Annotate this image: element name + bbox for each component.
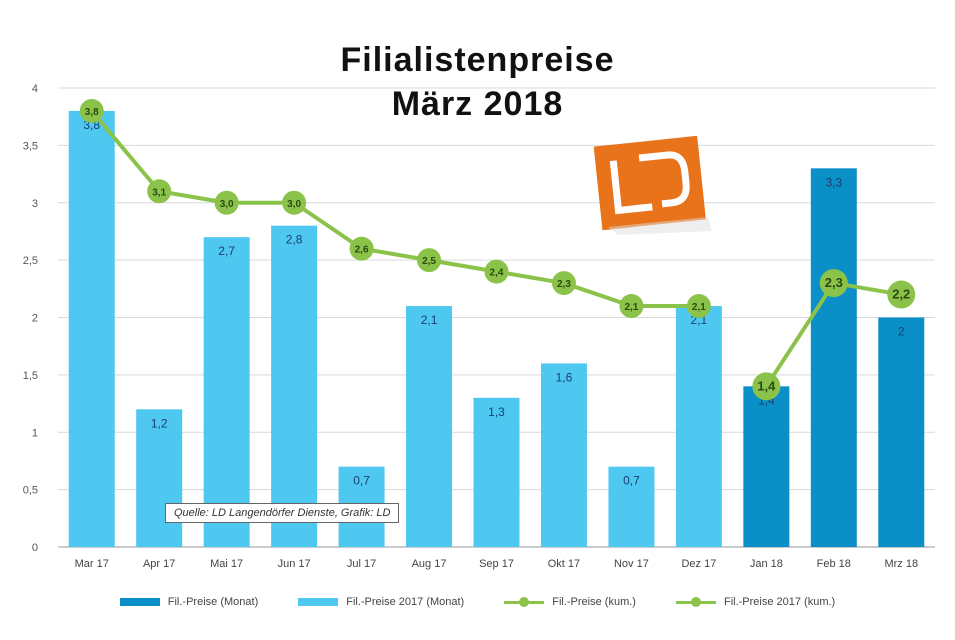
legend-label: Fil.-Preise 2017 (kum.) [723,596,836,608]
bar-data-label: 1,2 [151,416,168,430]
x-tick-label: Jul 17 [347,558,376,570]
bar-2017 [473,397,520,547]
x-tick-label: Jun 17 [278,558,311,570]
bar-2017 [608,466,655,547]
y-tick-label: 3,5 [23,140,38,152]
legend-swatch [298,598,339,606]
line-data-label: 2,3 [825,275,843,290]
bar-2017 [271,225,318,547]
bar-data-label: 1,6 [556,370,573,384]
legend-swatch [675,596,716,608]
line-data-label: 2,2 [892,287,910,302]
x-tick-label: Jan 18 [750,558,783,570]
bar-data-label: 2 [898,325,905,339]
line-2017-point [147,179,172,204]
bar-2017 [675,306,722,547]
legend-label: Fil.-Preise (kum.) [552,596,636,608]
line-data-label: 2,6 [355,245,369,256]
line-data-label: 3,0 [220,199,234,210]
bar-data-label: 2,7 [218,244,235,258]
line-2017-point [686,294,711,319]
y-tick-label: 2 [32,313,38,325]
line-2017-point [551,271,576,296]
bar-2018 [878,317,925,547]
line-2017-point [484,259,509,284]
ld-logo [588,135,712,235]
line-data-label: 2,4 [490,268,504,279]
line-2017-point [417,248,442,273]
line-2018-point [752,372,781,401]
x-tick-label: Feb 18 [817,558,851,570]
bar-data-label: 1,3 [488,405,505,419]
line-2017-line [90,109,699,309]
x-tick-label: Mrz 18 [884,558,918,570]
line-2017-point [282,190,307,215]
line-2017-point [79,98,104,123]
x-tick-label: Dez 17 [681,558,716,570]
x-tick-label: Mar 17 [75,558,109,570]
y-tick-label: 2,5 [23,255,38,267]
bar-2017 [68,110,115,547]
legend-item-fil-preise-2017-kum: Fil.-Preise 2017 (kum.) [675,596,836,608]
legend-label: Fil.-Preise (Monat) [167,596,259,608]
legend-swatch [119,598,160,606]
bar-2017 [406,306,453,547]
x-tick-label: Aug 17 [412,558,447,570]
legend-swatch [504,596,545,608]
chart-title: Filialistenpreise [340,41,615,79]
line-2017-point [214,190,239,215]
bar-2017 [540,363,587,547]
legend-label: Fil.-Preise 2017 (Monat) [346,596,465,608]
line-2017-point [619,294,644,319]
y-tick-label: 1 [32,427,38,439]
chart-legend: Fil.-Preise (Monat) Fil.-Preise 2017 (Mo… [0,596,955,608]
x-tick-label: Mai 17 [210,558,243,570]
y-tick-label: 4 [32,83,38,95]
x-tick-label: Apr 17 [143,558,175,570]
y-tick-label: 3 [32,198,38,210]
x-tick-label: Nov 17 [614,558,649,570]
legend-item-fil-preise-monat: Fil.-Preise (Monat) [119,596,259,608]
line-data-label: 2,5 [422,256,436,267]
line-data-label: 3,8 [85,107,99,118]
line-2017-point [349,236,374,261]
chart-subtitle: März 2018 [391,85,564,123]
bar-data-label: 2,8 [286,233,303,247]
line-2018-point [887,280,916,309]
line-data-label: 3,1 [152,187,166,198]
source-note: Quelle: LD Langendörfer Dienste, Grafik:… [165,503,400,523]
x-tick-label: Okt 17 [548,558,580,570]
bar-2018 [743,386,790,547]
line-data-label: 2,1 [692,302,706,313]
line-data-label: 2,3 [557,279,571,290]
bar-2018 [810,168,857,547]
bar-data-label: 0,7 [353,474,370,488]
line-2018-point [819,269,848,298]
bar-2017 [136,409,183,547]
y-tick-label: 0,5 [23,485,38,497]
bar-data-label: 3,3 [825,175,842,189]
x-tick-label: Sep 17 [479,558,514,570]
bar-data-label: 0,7 [623,474,640,488]
y-tick-label: 1,5 [23,370,38,382]
bar-2017 [203,237,250,548]
legend-item-fil-preise-2017-monat: Fil.-Preise 2017 (Monat) [298,596,464,608]
y-tick-label: 0 [32,542,38,554]
line-data-label: 1,4 [757,378,776,393]
line-data-label: 3,0 [287,199,301,210]
legend-item-fil-preise-kum: Fil.-Preise (kum.) [504,596,636,608]
line-data-label: 2,1 [624,302,638,313]
bar-data-label: 2,1 [421,313,438,327]
